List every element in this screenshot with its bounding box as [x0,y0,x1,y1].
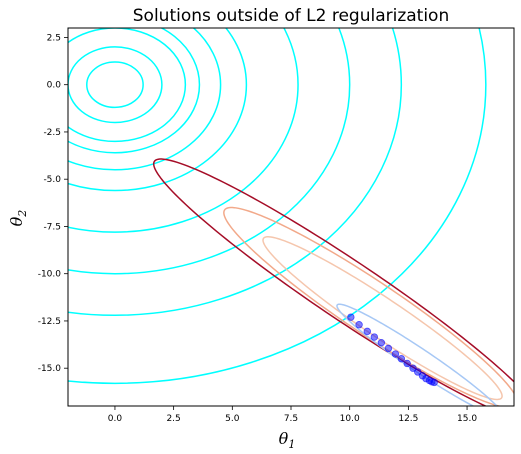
l2-contour-6 [68,28,248,192]
y-axis-subscript: 2 [16,210,29,218]
solution-point [403,359,411,368]
x-tick-label: 2.5 [166,414,180,424]
y-tick-label: -10.0 [38,270,62,280]
l2-contour-1 [86,61,144,109]
solution-point [363,327,371,336]
solution-point [377,338,386,347]
y-tick-label: -15.0 [38,364,62,374]
x-axis-ticks: 0.0 2.5 5.0 7.5 10.0 12.5 15.0 [108,406,477,424]
x-tick-label: 7.5 [284,414,298,424]
solution-point [391,350,400,358]
y-axis-label-group: θ2 [7,210,29,227]
solution-point [414,368,422,376]
y-axis-ticks: 2.5 0.0 -2.5 -5.0 -7.5 -10.0 -12.5 -15.0 [38,33,68,374]
y-tick-label: -7.5 [43,222,61,232]
contour-layer [68,28,514,406]
solution-points [347,313,438,387]
y-tick-label: -5.0 [43,175,61,185]
chart-title: Solutions outside of L2 regularization [133,6,449,26]
y-axis-label: θ2 [7,210,29,227]
l2-contour-9 [68,28,402,316]
solution-point [347,313,355,321]
l2-contour-4 [68,28,201,154]
solution-point [355,321,363,329]
loss-contour-inner [262,236,503,401]
y-tick-label: -12.5 [38,317,61,327]
x-tick-label: 5.0 [225,414,240,424]
x-tick-label: 0.0 [108,414,123,424]
loss-contour-center [336,303,498,406]
y-tick-label: 2.5 [47,33,61,43]
loss-contour-mid [223,206,514,406]
l2-contour-3 [68,28,187,143]
x-axis-subscript: 1 [288,438,295,451]
l2-contour-5 [68,28,222,171]
y-tick-label: 0.0 [47,81,62,91]
l2-contour-2 [68,46,163,124]
solution-point [409,364,417,372]
l2-contour-7 [68,28,299,233]
l2-contour-10 [68,28,487,384]
solution-point [397,355,406,363]
x-axis-symbol: θ [279,429,289,448]
x-tick-label: 15.0 [457,414,477,424]
y-axis-symbol: θ [7,216,26,226]
solution-point [384,344,393,353]
x-axis-label: θ1 [279,429,296,451]
loss-contour-outer [152,158,514,406]
x-tick-label: 12.5 [398,414,418,424]
l2-contour-8 [68,28,351,275]
solution-point [430,378,438,387]
solution-point [370,333,379,341]
y-tick-label: -2.5 [43,128,61,138]
x-tick-label: 10.0 [340,414,360,424]
